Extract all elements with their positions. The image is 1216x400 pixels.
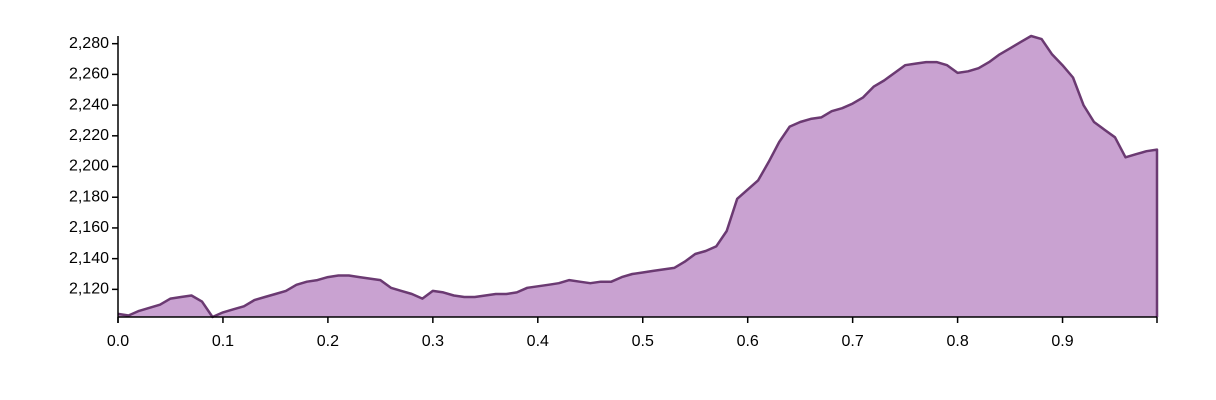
y-tick-label: 2,200: [69, 158, 109, 175]
x-axis: 0.0 0.1 0.2 0.3 0.4 0.5 0.6 0.7 0.8 0.9: [107, 316, 1158, 350]
y-tick-label: 2,140: [69, 250, 109, 267]
x-tick-label: 0.8: [946, 333, 968, 350]
area-line: [117, 34, 1159, 319]
y-tick-label: 2,120: [69, 281, 109, 298]
x-tick-label: 0.6: [737, 333, 759, 350]
x-tick-label: 0.4: [527, 333, 549, 350]
y-tick-label: 2,240: [69, 96, 109, 113]
x-tick-label: 0.1: [212, 333, 234, 350]
x-tick-label: 0.2: [317, 333, 339, 350]
x-tick-label: 0.5: [632, 333, 654, 350]
y-tick-label: 2,180: [69, 188, 109, 205]
y-tick-label: 2,280: [69, 35, 109, 52]
y-axis: 2,120 2,140 2,160 2,180 2,200 2,220 2,240 2,260…: [69, 35, 119, 317]
plot-area: [117, 34, 1159, 319]
x-tick-label: 0.7: [842, 333, 864, 350]
x-tick-label: 0.3: [422, 333, 444, 350]
x-tick-label: 0.9: [1051, 333, 1073, 350]
y-tick-label: 2,260: [69, 66, 109, 83]
y-tick-label: 2,220: [69, 127, 109, 144]
y-tick-label: 2,160: [69, 219, 109, 236]
area-fill: [118, 36, 1157, 317]
x-tick-label: 0.0: [107, 333, 129, 350]
